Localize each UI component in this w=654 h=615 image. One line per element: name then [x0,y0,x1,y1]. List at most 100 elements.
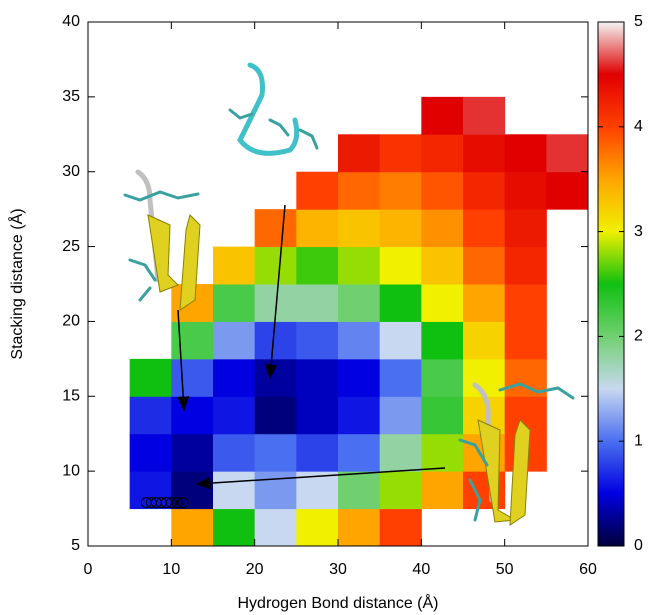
heatmap-cell [171,508,214,547]
heatmap-cell [421,396,464,435]
heatmap-cell [379,134,422,173]
heatmap-cell [254,471,297,510]
heatmap-cell [213,508,256,547]
y-tick-label: 20 [62,313,80,330]
heatmap-cell [421,134,464,173]
heatmap-cell [421,433,464,472]
heatmap-cell [296,171,339,210]
heatmap-cell [546,134,589,173]
heatmap-cell [379,284,422,322]
heatmap-cell [254,358,297,397]
annotations [123,62,575,526]
heatmap-cell [213,471,256,510]
heatmap-cell [338,433,381,472]
x-tick-label: 30 [329,561,347,578]
heatmap-cell [296,358,339,397]
heatmap-cell [379,171,422,210]
heatmap-cell [504,246,547,285]
colorbar-tick-label: 1 [634,432,643,449]
heatmap-cell [254,246,297,285]
heatmap-cell [213,284,256,322]
molecule [228,62,319,156]
colorbar-tick-label: 3 [634,223,643,240]
heatmap-cell [171,396,214,435]
y-axis-label: Stacking distance (Å) [7,208,26,359]
y-tick-label: 25 [62,238,80,255]
heatmap-cell [546,171,589,210]
y-tick-label: 40 [62,13,80,30]
x-tick-label: 10 [162,561,180,578]
heatmap-cell [254,209,297,248]
molecule [123,169,201,311]
heatmap-cell [171,321,214,360]
marker [165,497,177,509]
heatmap-cell [463,284,506,322]
heatmap-cell [296,209,339,248]
heatmap-cell [421,171,464,210]
heatmap-cell [379,471,422,510]
heatmap-cell [421,471,464,510]
arrow [265,204,286,380]
heatmap-cell [463,134,506,173]
heatmap-cell [504,284,547,322]
heatmap-cell [379,321,422,360]
x-tick-label: 20 [246,561,264,578]
heatmap-cell [213,358,256,397]
y-tick-label: 5 [71,537,80,554]
heatmap-cell [296,284,339,322]
heatmap-cell [463,96,506,135]
colorbar [597,21,625,547]
heatmap-cell [338,171,381,210]
heatmap-cell [338,396,381,435]
heatmap-cell [421,284,464,322]
heatmap-cell [421,209,464,248]
heatmap-cell [379,396,422,435]
colorbar-tick-label: 5 [634,13,643,30]
heatmap-cell [254,508,297,547]
x-tick-label: 0 [84,561,93,578]
heatmap-cell [296,433,339,472]
heatmap-cell [338,321,381,360]
heatmap-cell [213,321,256,360]
colorbar-tick-label: 0 [634,537,643,554]
heatmap-cell [296,246,339,285]
heatmap-cell [129,471,172,510]
heatmap-cell [338,246,381,285]
heatmap-cell [463,246,506,285]
heatmap-cell [254,433,297,472]
x-tick-label: 40 [412,561,430,578]
heatmap-cell [296,508,339,547]
heatmap-cell [338,284,381,322]
heatmap-cell [129,358,172,397]
heatmap-cell [254,321,297,360]
heatmap-cell [338,508,381,547]
heatmap-cell [129,433,172,472]
heatmap-cell [338,358,381,397]
heatmap-cell [379,508,422,547]
heatmap-cell [463,209,506,248]
heatmap-cell [296,321,339,360]
heatmap-cell [338,471,381,510]
heatmap-cell [463,171,506,210]
heatmap-cell [379,246,422,285]
marker [160,497,172,509]
molecule [458,382,575,526]
heatmap-cell [379,433,422,472]
heatmap-cell [379,358,422,397]
heatmap-cell [129,396,172,435]
heatmap-cell [171,358,214,397]
arrow [177,309,190,412]
heatmap-cell [254,396,297,435]
y-tick-label: 35 [62,88,80,105]
y-tick-label: 30 [62,163,80,180]
heatmap-cell [338,209,381,248]
arrow [195,467,446,490]
heatmap-cell [504,171,547,210]
y-tick-label: 15 [62,388,80,405]
colorbar-tick-label: 4 [634,118,643,135]
heatmap-cell [421,321,464,360]
colorbar-tick-label: 2 [634,328,643,345]
marker [171,497,183,509]
heatmap-cell [338,134,381,173]
